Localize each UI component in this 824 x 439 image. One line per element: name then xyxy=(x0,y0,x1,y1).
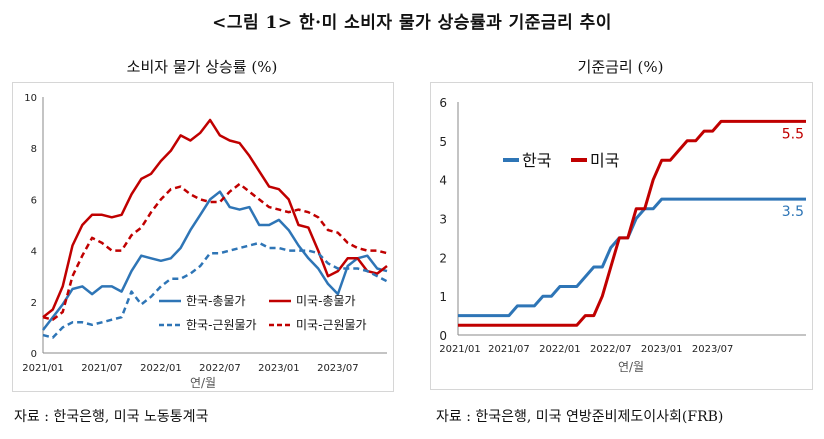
x-tick-label: 2022/01 xyxy=(539,344,581,355)
series-line-1 xyxy=(42,190,388,331)
legend-label-1: 한국 xyxy=(522,151,551,170)
y-tick-label: 2 xyxy=(31,298,37,309)
x-tick-label: 2021/07 xyxy=(488,344,530,355)
x-tick-label: 2021/01 xyxy=(22,363,64,374)
x-tick-label: 2023/07 xyxy=(692,344,734,355)
series-line-2 xyxy=(42,118,388,319)
inflation-chart: 0 2 4 6 8 10 2021/01 2021/07 2022/01 2022/07 2023/… xyxy=(22,93,388,390)
left-source-note: 자료 : 한국은행, 미국 노동통계국 xyxy=(14,409,209,425)
y-tick-label: 2 xyxy=(439,251,447,265)
x-tick-label: 2022/07 xyxy=(199,363,241,374)
legend-label-1: 한국-총물가 xyxy=(186,294,246,308)
x-tick-label: 2021/07 xyxy=(81,363,123,374)
y-tick-label: 5 xyxy=(439,135,447,149)
y-tick-label: 0 xyxy=(31,349,37,360)
x-axis-label: 연/월 xyxy=(618,360,644,374)
legend-label-2: 미국 xyxy=(590,151,619,170)
end-value-label-1: 3.5 xyxy=(782,204,804,220)
series-line-3 xyxy=(42,241,388,339)
y-tick-label: 10 xyxy=(24,93,37,104)
y-tick-label: 4 xyxy=(31,247,37,258)
y-tick-label: 4 xyxy=(439,174,447,188)
x-tick-label: 2023/01 xyxy=(641,344,683,355)
y-tick-label: 1 xyxy=(439,290,447,304)
y-tick-label: 6 xyxy=(439,96,447,110)
figure-title: <그림 1> 한·미 소비자 물가 상승률과 기준금리 추이 xyxy=(212,13,612,33)
x-tick-label: 2023/07 xyxy=(317,363,359,374)
y-tick-label: 0 xyxy=(439,329,447,343)
y-tick-label: 6 xyxy=(31,195,37,206)
x-tick-label: 2023/01 xyxy=(258,363,300,374)
legend-label-3: 한국-근원물가 xyxy=(186,318,257,332)
policy-rate-chart: 0 1 2 3 4 5 6 2021/01 2021/07 2022/01 2022/07 2023/… xyxy=(439,96,806,374)
right-source-note: 자료 : 한국은행, 미국 연방준비제도이사회(FRB) xyxy=(436,409,724,425)
x-tick-label: 2022/01 xyxy=(140,363,182,374)
y-tick-label: 8 xyxy=(31,144,37,155)
right-chart-subtitle: 기준금리 (%) xyxy=(577,58,664,76)
legend-label-2: 미국-총물가 xyxy=(296,294,356,308)
x-tick-label: 2021/01 xyxy=(439,344,481,355)
left-chart-subtitle: 소비자 물가 상승률 (%) xyxy=(126,58,278,76)
x-axis-label: 연/월 xyxy=(190,376,216,390)
y-tick-label: 3 xyxy=(439,213,447,227)
x-tick-label: 2022/07 xyxy=(590,344,632,355)
series-line-1 xyxy=(458,197,806,318)
inflation-chart-panel: 0 2 4 6 8 10 2021/01 2021/07 2022/01 2022/07 2023/… xyxy=(12,82,394,392)
series-line-2 xyxy=(458,119,806,327)
legend-label-4: 미국-근원물가 xyxy=(296,318,367,332)
series-line-4 xyxy=(42,182,388,321)
end-value-label-2: 5.5 xyxy=(782,126,804,142)
policy-rate-chart-panel: 0 1 2 3 4 5 6 2021/01 2021/07 2022/01 2022/07 2023/… xyxy=(430,82,813,390)
